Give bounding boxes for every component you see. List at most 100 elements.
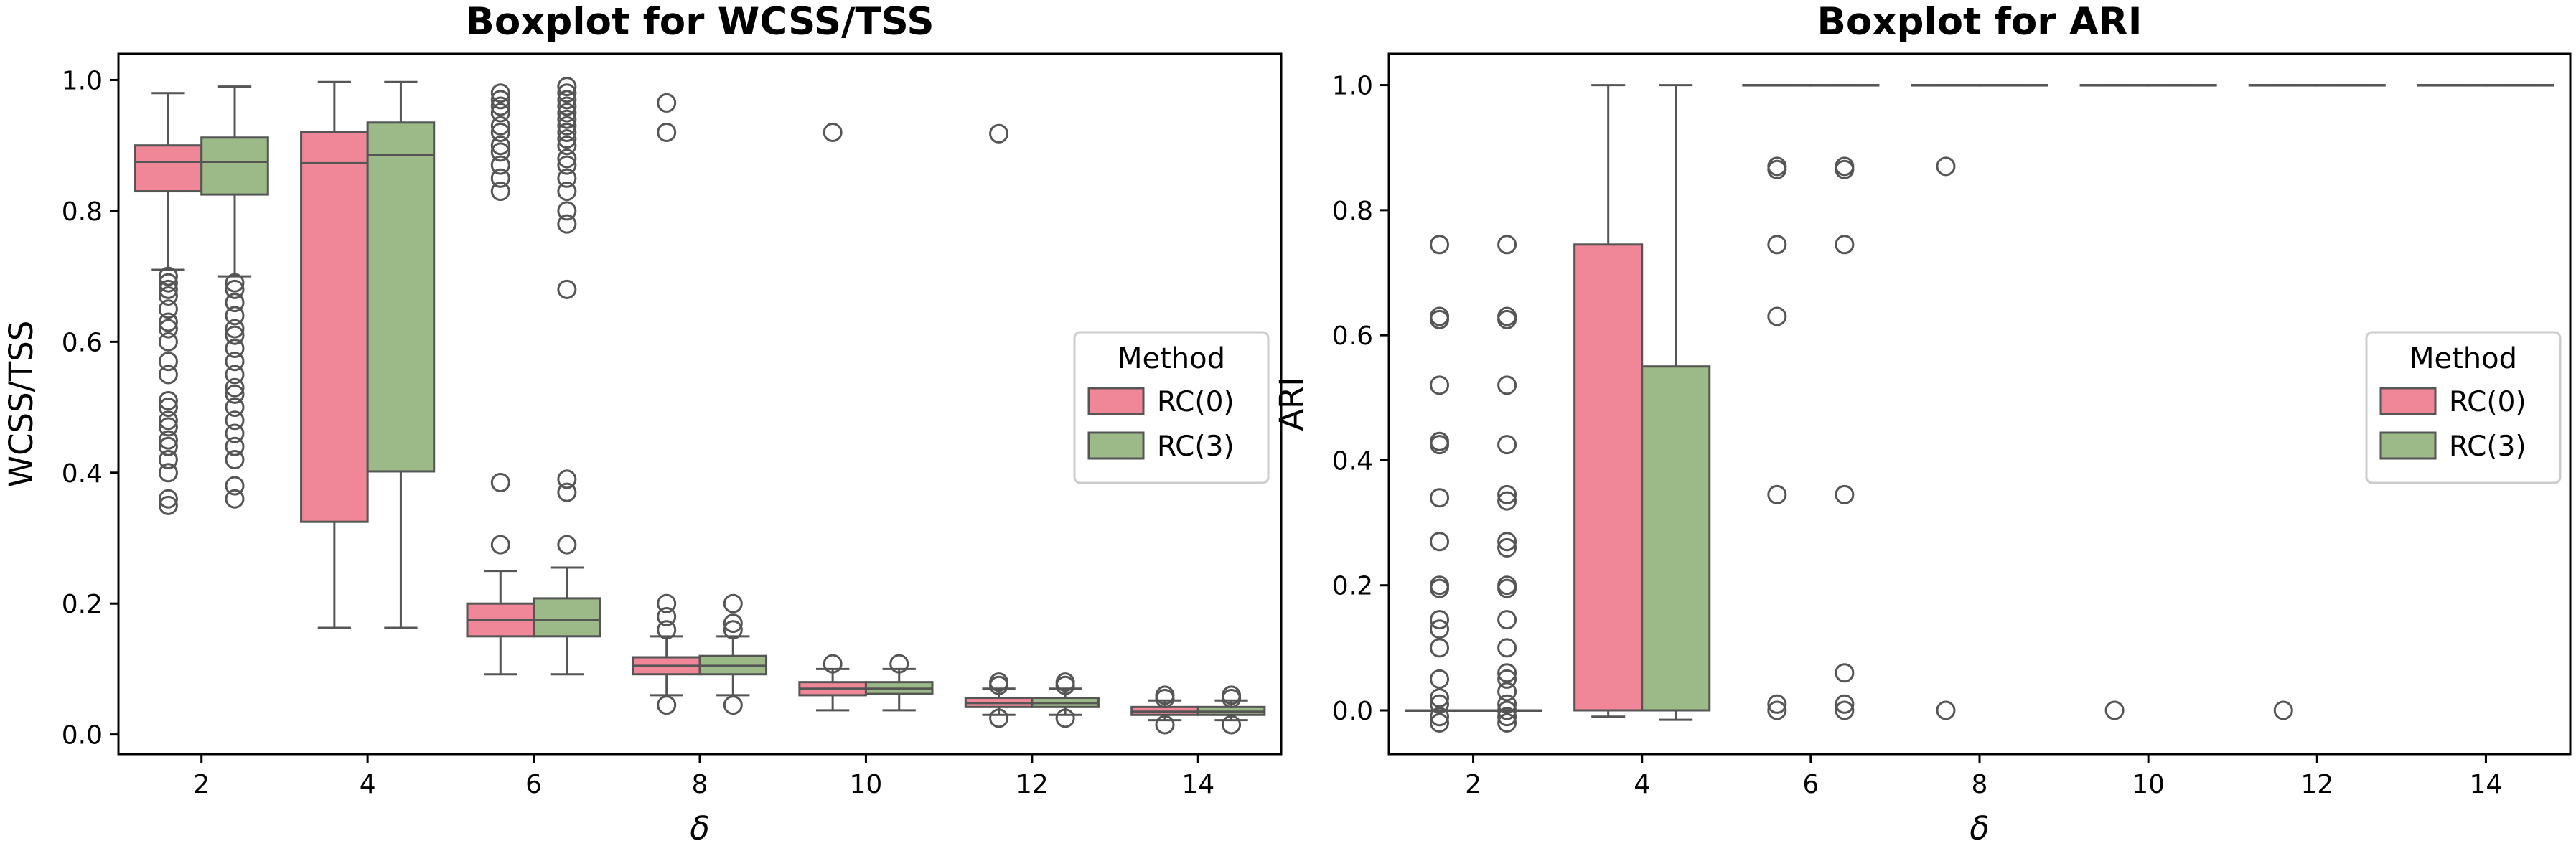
outlier-point xyxy=(723,593,743,613)
y-tick-label: 0.0 xyxy=(1332,697,1373,726)
outlier-point xyxy=(2104,700,2125,720)
outlier-point xyxy=(225,410,245,431)
legend: Method RC(0) RC(3) xyxy=(1073,331,1270,484)
outlier-point xyxy=(225,450,245,470)
outlier-point xyxy=(158,365,178,385)
series-RC(0) xyxy=(1405,84,2487,733)
outlier-point xyxy=(225,489,245,509)
outlier-point xyxy=(557,149,577,169)
x-tick-label: 12 xyxy=(2300,770,2333,799)
outlier-point xyxy=(1055,672,1075,692)
y-tick-label: 0.8 xyxy=(1332,197,1373,226)
outlier-point xyxy=(490,142,510,162)
outlier-point xyxy=(225,476,245,496)
chart-title: Boxplot for ARI xyxy=(1817,0,2142,44)
outlier-point xyxy=(1497,682,1517,702)
x-tick-label: 12 xyxy=(1016,770,1049,799)
outlier-point xyxy=(490,155,510,175)
x-axis-label: δ xyxy=(690,809,710,847)
outlier-point xyxy=(723,613,743,634)
outlier-point xyxy=(225,279,245,299)
outlier-point xyxy=(225,273,245,293)
outlier-point xyxy=(1767,694,1787,714)
outlier-point xyxy=(1767,235,1787,255)
outlier-point xyxy=(158,436,178,456)
outlier-point xyxy=(557,182,577,202)
outlier-point xyxy=(1222,715,1242,735)
outlier-point xyxy=(158,390,178,410)
outlier-point xyxy=(1497,484,1517,504)
outlier-point xyxy=(657,606,677,626)
outlier-point xyxy=(1497,663,1517,683)
outlier-point xyxy=(225,436,245,456)
outlier-point xyxy=(1430,532,1450,552)
outlier-point xyxy=(557,77,577,97)
legend-label: RC(0) xyxy=(2449,386,2526,418)
outlier-point xyxy=(1497,669,1517,689)
outlier-point xyxy=(557,214,577,234)
outlier-point xyxy=(158,410,178,431)
outlier-point xyxy=(158,332,178,352)
legend-label: RC(3) xyxy=(1157,431,1235,463)
outlier-point xyxy=(557,103,577,123)
outlier-point xyxy=(225,338,245,358)
outlier-point xyxy=(1155,685,1175,705)
outlier-point xyxy=(1497,375,1517,395)
box xyxy=(533,597,601,638)
outlier-point xyxy=(158,312,178,332)
outlier-point xyxy=(557,83,577,103)
y-tick-label: 0.4 xyxy=(62,459,103,489)
legend-title: Method xyxy=(1118,342,1225,375)
legend-swatch-RC(0) xyxy=(2379,387,2437,415)
outlier-point xyxy=(158,417,178,437)
outlier-point xyxy=(1155,715,1175,735)
outlier-point xyxy=(490,90,510,110)
outlier-point xyxy=(657,93,677,113)
outlier-point xyxy=(1497,700,1517,720)
outlier-point xyxy=(158,279,178,299)
y-axis-label: ARI xyxy=(1273,377,1311,431)
outlier-point xyxy=(2273,700,2293,720)
y-tick-label: 0.2 xyxy=(1332,572,1373,601)
outlier-point xyxy=(158,430,178,450)
outlier-point xyxy=(225,325,245,345)
chart-panel-1: Boxplot for WCSS/TSS 0.0 0.2 0.4 0.6 0.8 1.0 2 4… xyxy=(2,0,1283,847)
x-tick-label: 4 xyxy=(1634,770,1650,799)
outlier-point xyxy=(557,482,577,502)
outlier-point xyxy=(989,123,1009,144)
outlier-point xyxy=(1835,663,1855,683)
outlier-point xyxy=(225,377,245,398)
legend-swatch-RC(3) xyxy=(1087,431,1145,460)
outlier-point xyxy=(490,103,510,123)
outlier-point xyxy=(225,352,245,372)
chart-panel-2: Boxplot for ARI 0.0 0.2 0.4 0.6 0.8 1.0 2 4 6 8 10 1… xyxy=(1273,0,2572,847)
outlier-point xyxy=(1430,306,1450,326)
y-tick-label: 1.0 xyxy=(62,66,103,95)
outlier-point xyxy=(557,129,577,149)
outlier-point xyxy=(557,279,577,299)
outlier-point xyxy=(490,116,510,136)
outlier-point xyxy=(1835,484,1855,504)
outlier-point xyxy=(225,398,245,418)
y-tick-label: 1.0 xyxy=(1332,72,1373,101)
outlier-point xyxy=(657,122,677,142)
x-tick-label: 8 xyxy=(1972,770,1988,799)
series-RC(3) xyxy=(1472,84,2554,733)
outlier-point xyxy=(1767,700,1787,720)
outlier-point xyxy=(158,266,178,286)
outlier-point xyxy=(1497,575,1517,596)
outlier-point xyxy=(225,384,245,404)
outlier-point xyxy=(1430,694,1450,714)
outlier-point xyxy=(225,293,245,313)
outlier-point xyxy=(158,495,178,515)
y-tick-label: 0.6 xyxy=(1332,321,1373,351)
x-tick-label: 14 xyxy=(1181,770,1214,799)
outlier-point xyxy=(1430,713,1450,733)
outlier-point xyxy=(723,620,743,640)
outlier-point xyxy=(989,708,1009,728)
outlier-point xyxy=(158,319,178,339)
outlier-point xyxy=(490,168,510,188)
outlier-point xyxy=(1430,431,1450,451)
series-RC(3) xyxy=(200,77,1266,735)
series-RC(0) xyxy=(134,80,1199,735)
